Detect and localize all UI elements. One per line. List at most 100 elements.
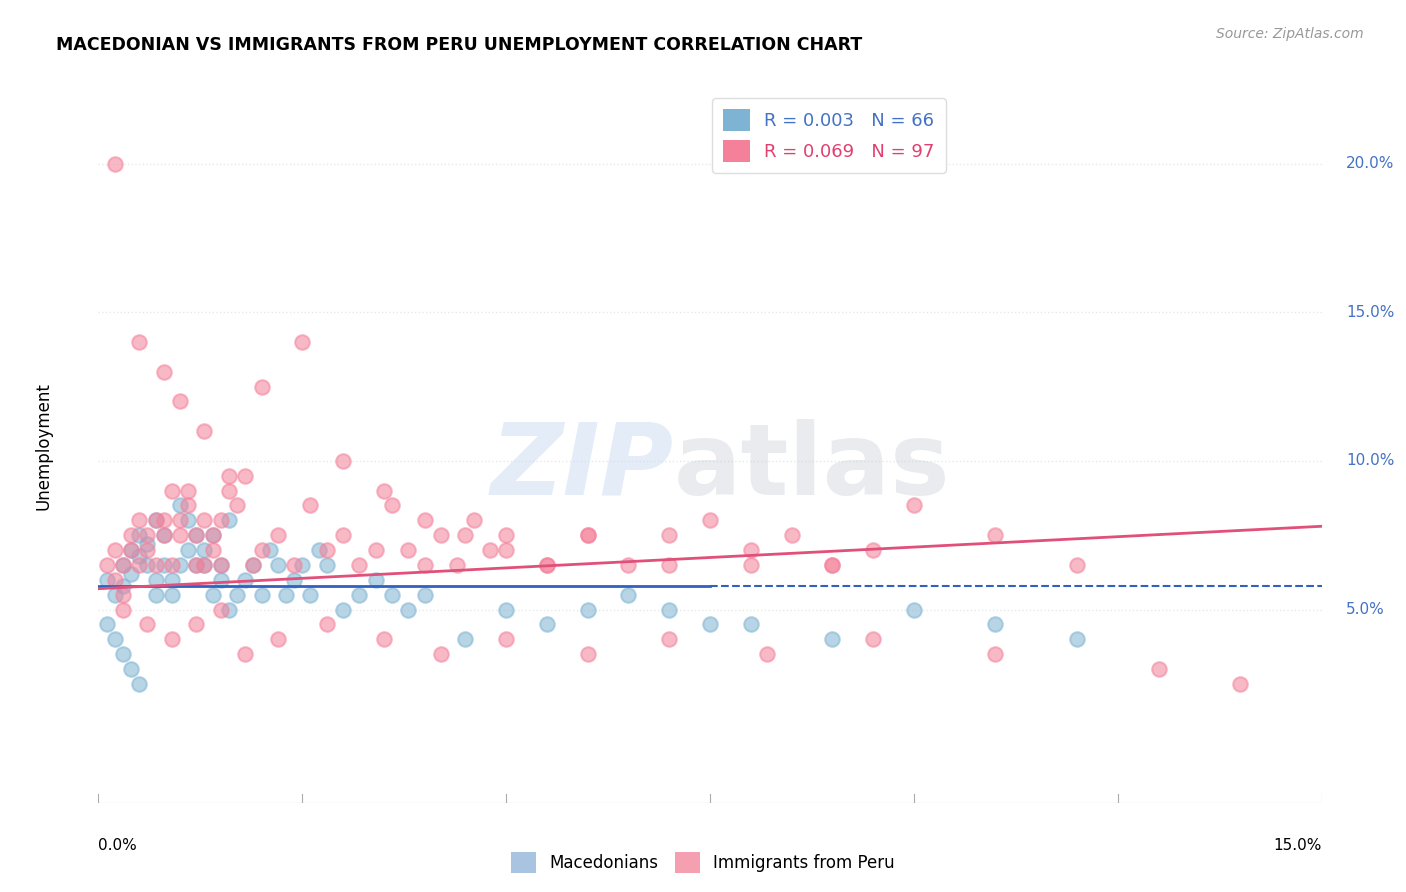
Point [152,558,174,572]
Point [283,558,305,572]
Point [104,156,127,170]
Point [658,632,681,647]
Point [862,543,884,558]
Point [413,588,436,602]
Point [169,513,191,527]
Point [446,558,468,572]
Text: 5.0%: 5.0% [1346,602,1385,617]
Point [308,543,330,558]
Point [152,513,174,527]
Text: 0.0%: 0.0% [98,838,138,854]
Point [495,528,517,542]
Point [315,617,337,632]
Point [104,573,127,587]
Point [209,558,232,572]
Point [536,617,558,632]
Point [111,647,134,661]
Point [903,499,925,513]
Point [984,617,1007,632]
Point [454,528,477,542]
Point [373,483,395,498]
Point [699,513,721,527]
Point [299,499,322,513]
Point [218,513,240,527]
Point [226,499,249,513]
Legend: R = 0.003   N = 66, R = 0.069   N = 97: R = 0.003 N = 66, R = 0.069 N = 97 [711,98,946,173]
Point [250,379,273,393]
Point [120,662,142,676]
Point [104,543,127,558]
Point [160,483,183,498]
Point [373,632,395,647]
Point [1066,632,1088,647]
Point [291,558,314,572]
Point [250,588,273,602]
Point [128,528,150,542]
Point [576,528,599,542]
Point [128,513,150,527]
Point [756,647,779,661]
Point [136,537,159,551]
Point [430,647,453,661]
Point [96,617,118,632]
Point [576,528,599,542]
Point [209,602,232,616]
Point [128,549,150,563]
Point [349,588,371,602]
Point [903,602,925,616]
Point [821,558,844,572]
Point [267,528,290,542]
Point [984,647,1007,661]
Point [364,573,387,587]
Point [152,528,174,542]
Point [145,573,167,587]
Point [177,499,200,513]
Point [233,647,256,661]
Point [177,543,200,558]
Point [111,558,134,572]
Point [984,528,1007,542]
Point [1229,677,1251,691]
Text: ZIP: ZIP [491,419,673,516]
Point [120,543,142,558]
Point [536,558,558,572]
Point [478,543,501,558]
Point [160,558,183,572]
Point [177,513,200,527]
Text: 20.0%: 20.0% [1346,156,1395,171]
Point [209,513,232,527]
Point [658,558,681,572]
Text: MACEDONIAN VS IMMIGRANTS FROM PERU UNEMPLOYMENT CORRELATION CHART: MACEDONIAN VS IMMIGRANTS FROM PERU UNEMP… [56,36,862,54]
Point [396,602,419,616]
Point [145,558,167,572]
Point [495,543,517,558]
Point [658,528,681,542]
Point [186,617,208,632]
Point [136,558,159,572]
Point [201,528,224,542]
Point [242,558,264,572]
Point [495,632,517,647]
Point [396,543,419,558]
Point [186,558,208,572]
Point [160,573,183,587]
Point [145,513,167,527]
Point [193,543,215,558]
Point [160,588,183,602]
Text: atlas: atlas [673,419,950,516]
Point [111,579,134,593]
Point [218,468,240,483]
Text: 10.0%: 10.0% [1346,453,1395,468]
Point [267,632,290,647]
Point [862,632,884,647]
Point [233,468,256,483]
Point [128,558,150,572]
Point [177,483,200,498]
Point [780,528,803,542]
Point [617,588,640,602]
Point [332,602,354,616]
Point [332,454,354,468]
Point [364,543,387,558]
Text: Unemployment: Unemployment [34,382,52,510]
Point [169,499,191,513]
